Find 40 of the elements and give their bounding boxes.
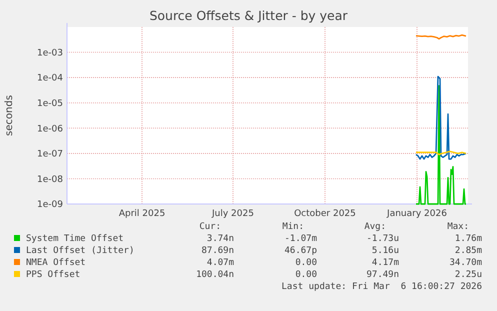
text: Last update: Fri Mar 6 16:00:27 2026 bbox=[282, 282, 482, 292]
text: 1.76m bbox=[454, 234, 482, 244]
y-tick-label: 1e-07 bbox=[37, 150, 63, 160]
x-tick-label: January 2026 bbox=[386, 209, 448, 219]
text: 0.00 bbox=[295, 270, 317, 280]
y-tick-label: 1e-08 bbox=[37, 174, 64, 185]
text: 4.17m bbox=[372, 258, 399, 268]
text: 5.16u bbox=[372, 246, 399, 256]
x-tick-label: October 2025 bbox=[294, 209, 356, 219]
text: 3.74n bbox=[206, 234, 234, 244]
text: 97.49n bbox=[366, 270, 399, 280]
x-tick-label: July 2025 bbox=[211, 209, 254, 219]
y-tick-label: 1e-05 bbox=[37, 99, 63, 110]
legend-label: Last Offset (Jitter) bbox=[26, 246, 134, 256]
y-axis-title: seconds bbox=[4, 95, 15, 136]
text: Min: bbox=[282, 222, 304, 232]
line-series bbox=[415, 76, 467, 160]
text: 87.69n bbox=[201, 246, 234, 256]
text: -1.73u bbox=[366, 234, 399, 244]
text: 100.04n bbox=[196, 270, 234, 280]
text: Avg: bbox=[364, 222, 386, 232]
text: 4.07m bbox=[206, 258, 234, 268]
text: 46.67p bbox=[284, 246, 317, 256]
legend-label: System Time Offset bbox=[26, 234, 124, 244]
legend-label: NMEA Offset bbox=[26, 258, 86, 268]
text: Cur: bbox=[199, 222, 221, 232]
legend-label: PPS Offset bbox=[26, 270, 80, 280]
y-tick-label: 1e-03 bbox=[37, 48, 63, 58]
text: -1.07m bbox=[284, 234, 317, 244]
x-tick-label: April 2025 bbox=[118, 209, 166, 219]
y-tick-label: 1e-04 bbox=[37, 74, 64, 84]
chart-title: Source Offsets & Jitter - by year bbox=[149, 8, 348, 23]
text: 34.70m bbox=[449, 258, 482, 268]
text: Max: bbox=[447, 222, 469, 232]
y-tick-label: 1e-09 bbox=[37, 200, 64, 210]
text: 0.00 bbox=[295, 258, 317, 268]
line-series bbox=[415, 85, 467, 205]
text: 2.25u bbox=[454, 270, 482, 280]
text: 2.85m bbox=[454, 246, 482, 256]
y-tick-label: 1e-06 bbox=[37, 124, 64, 134]
